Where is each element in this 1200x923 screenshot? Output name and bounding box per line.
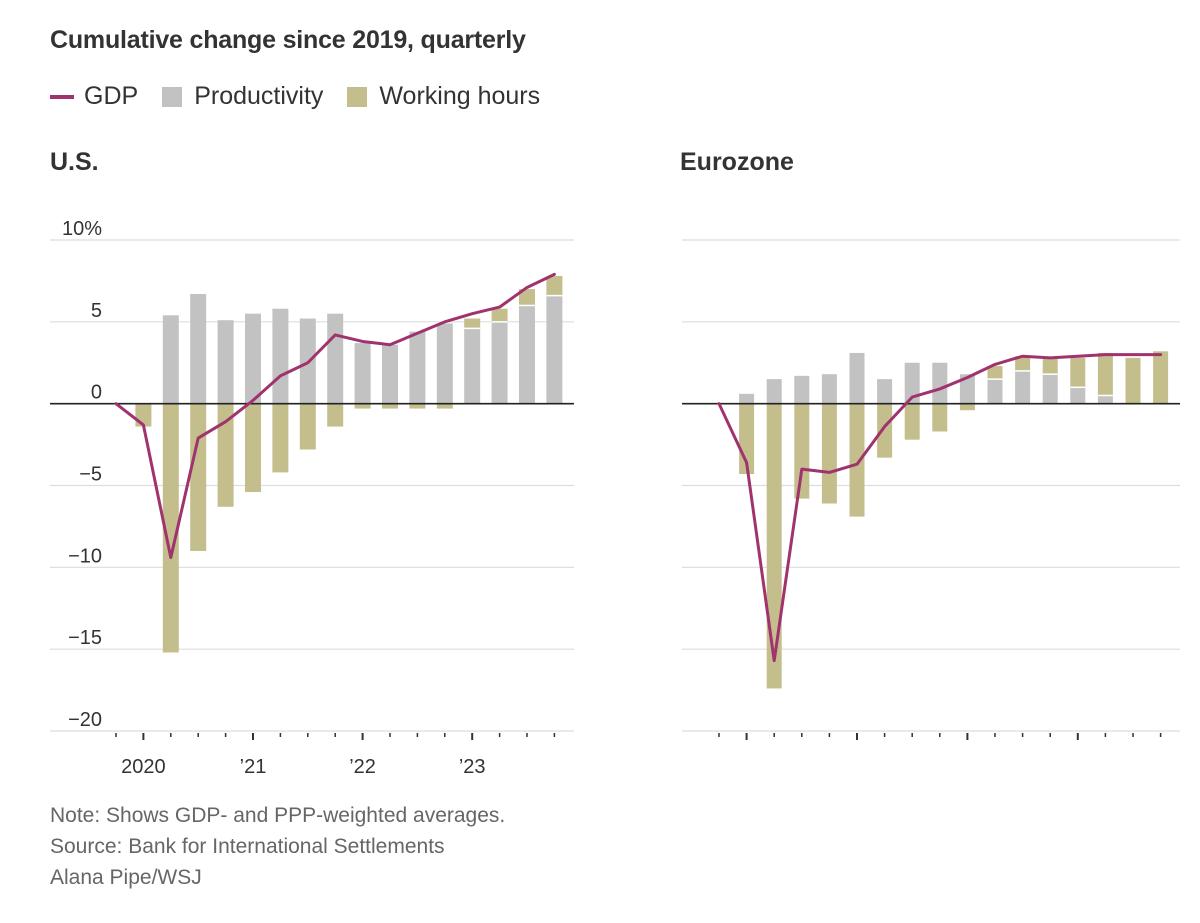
eurozone-productivity-bar [1097,395,1113,404]
us-y-tick-label: −15 [68,627,102,649]
legend-swatch-gdp [50,94,74,99]
us-productivity-bar [464,328,481,404]
us-productivity-bar [217,320,234,404]
us-productivity-bar [272,308,289,404]
us-x-tick-label: ’21 [240,756,267,778]
us-y-tick-label: 10% [62,218,102,240]
us-productivity-bar [327,313,344,404]
us-productivity-bar [382,344,398,404]
eurozone-productivity-bar [1070,387,1086,404]
eurozone-hours-bar [1015,356,1031,371]
us-x-tick-label: 2020 [121,756,166,778]
eurozone-productivity-bar [821,374,837,404]
panel-title-us: U.S. [50,148,99,176]
us-productivity-bar [436,323,453,404]
eurozone-productivity-bar [766,379,782,404]
us-productivity-bar [162,315,179,404]
legend-label-gdp: GDP [84,82,139,110]
eurozone-hours-bar [1042,357,1058,375]
note-text: Note: Shows GDP- and PPP-weighted averag… [50,804,506,827]
us-y-tick-label: 5 [91,300,102,322]
legend-item-gdp: GDP [50,82,138,111]
legend-label-working-hours: Working hours [379,82,541,110]
eurozone-hours-bar [1153,351,1169,404]
us-y-tick-label: −20 [68,709,102,731]
us-hours-bar [464,318,481,329]
eurozone-productivity-bar [849,352,865,404]
eurozone-hours-bar [849,403,865,517]
eurozone-hours-bar [1125,357,1141,404]
eurozone-hours-bar [1097,352,1113,396]
eurozone-productivity-bar [1042,374,1058,404]
eurozone-productivity-bar [987,379,1003,404]
us-productivity-bar [491,321,508,404]
us-x-tick-label: ’23 [459,756,486,778]
eurozone-hours-bar [959,403,975,411]
eurozone-productivity-bar [959,374,975,404]
eurozone-productivity-bar [932,362,948,404]
us-hours-bar [162,403,179,653]
legend-item-working-hours: Working hours [347,82,540,111]
us-x-tick-label: ’22 [349,756,376,778]
us-hours-bar [382,403,398,409]
eurozone-hours-bar [821,403,837,504]
eurozone-hours-bar [932,403,948,432]
eurozone-productivity-bar [794,375,810,404]
us-productivity-bar [245,313,261,404]
eurozone-productivity-bar [1015,370,1031,404]
eurozone-hours-bar [987,366,1003,380]
us-hours-bar [354,403,371,409]
chart-title: Cumulative change since 2019, quarterly [50,26,526,54]
us-productivity-bar [354,343,371,404]
legend-swatch-working-hours [347,86,368,107]
legend-label-productivity: Productivity [194,82,324,110]
chart-notes: Note: Shows GDP- and PPP-weighted averag… [50,800,505,893]
us-hours-bar [436,403,453,409]
eurozone-gdp-line [717,353,1163,663]
us-hours-bar [546,276,563,296]
panel-title-eurozone: Eurozone [680,148,794,176]
us-productivity-bar [546,295,563,404]
us-hours-bar [245,403,261,493]
us-hours-bar [409,403,426,409]
legend-swatch-productivity [162,86,183,107]
legend: GDP Productivity Working hours [50,82,564,111]
us-hours-bar [519,289,535,306]
us-productivity-bar [190,294,207,404]
eurozone-hours-bar [1070,357,1086,388]
eurozone-hours-bar [877,403,893,458]
us-hours-bar [491,308,508,322]
us-productivity-bar [409,331,426,404]
us-y-tick-label: 0 [91,382,102,404]
source-text: Source: Bank for International Settlemen… [50,835,445,858]
us-gdp-line [114,272,556,560]
us-hours-bar [272,403,289,473]
eurozone-productivity-bar [739,393,755,404]
eurozone-hours-bar [904,403,920,440]
eurozone-hours-bar [794,403,810,499]
eurozone-productivity-bar [904,362,920,404]
us-hours-bar [299,403,316,450]
us-hours-bar [190,403,207,551]
us-hours-bar [217,403,234,507]
eurozone-productivity-bar [877,379,893,404]
us-hours-bar [327,403,344,427]
us-y-tick-label: −5 [79,464,102,486]
us-y-tick-label: −10 [68,545,102,567]
legend-item-productivity: Productivity [162,82,323,111]
us-productivity-bar [519,305,535,404]
credit-text: Alana Pipe/WSJ [50,866,202,889]
eurozone-hours-bar [766,403,782,689]
